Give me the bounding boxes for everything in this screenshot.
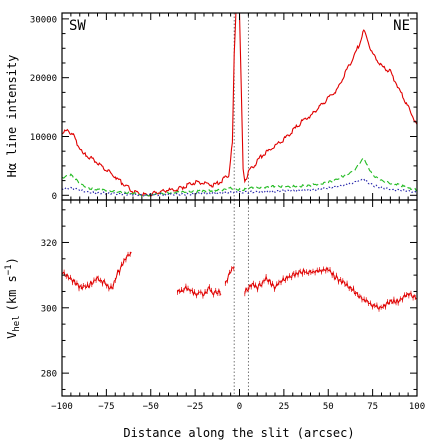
x-tick-label: −100 [51,402,73,412]
x-tick-label: −75 [98,402,114,412]
x-axis-label: Distance along the slit (arcsec) [123,426,354,440]
top-plot-frame [61,12,418,201]
x-tick-label: 75 [367,402,378,412]
ylabel-close: ) [5,257,19,264]
bottom-y-axis-label: Vhel (km s−1) [4,257,22,339]
y-tick-label: 30000 [30,15,57,25]
top-y-axis-label: Hα line intensity [5,55,19,178]
bottom-plot-frame [61,199,418,397]
velocity-series-segment [224,266,235,284]
ylabel-sub: hel [12,315,22,331]
ylabel-unit: (km s [5,275,19,311]
y-tick-label: 300 [41,304,57,314]
y-tick-label: 280 [41,370,57,380]
x-tick-label: 100 [409,402,425,412]
series-line-dotted [61,178,418,197]
velocity-series-segment [61,251,132,291]
x-tick-label: 25 [278,402,289,412]
top-left-annotation: SW [69,18,86,34]
x-tick-label: −50 [143,402,159,412]
bottom-panel: −100 −75 −50 −25 0 25 50 75 100 280 300 320 Vhel (km… [4,199,425,440]
y-tick-label: 320 [41,239,57,249]
series-line-solid [61,12,418,197]
velocity-series-segment [176,284,222,297]
x-tick-label: 0 [237,402,242,412]
ylabel-sup: −1 [4,264,14,275]
x-tick-label: 50 [323,402,334,412]
y-tick-label: 10000 [30,133,57,143]
velocity-series-segment [244,266,417,310]
y-tick-label: 20000 [30,74,57,84]
top-right-annotation: NE [393,18,410,34]
ylabel-main: V [5,332,19,339]
series-line-dashed [61,157,418,198]
x-tick-label: −25 [187,402,203,412]
top-panel: 0 10000 20000 30000 SW NE Hα line intensity [5,12,418,202]
y-tick-label: 0 [52,192,57,202]
